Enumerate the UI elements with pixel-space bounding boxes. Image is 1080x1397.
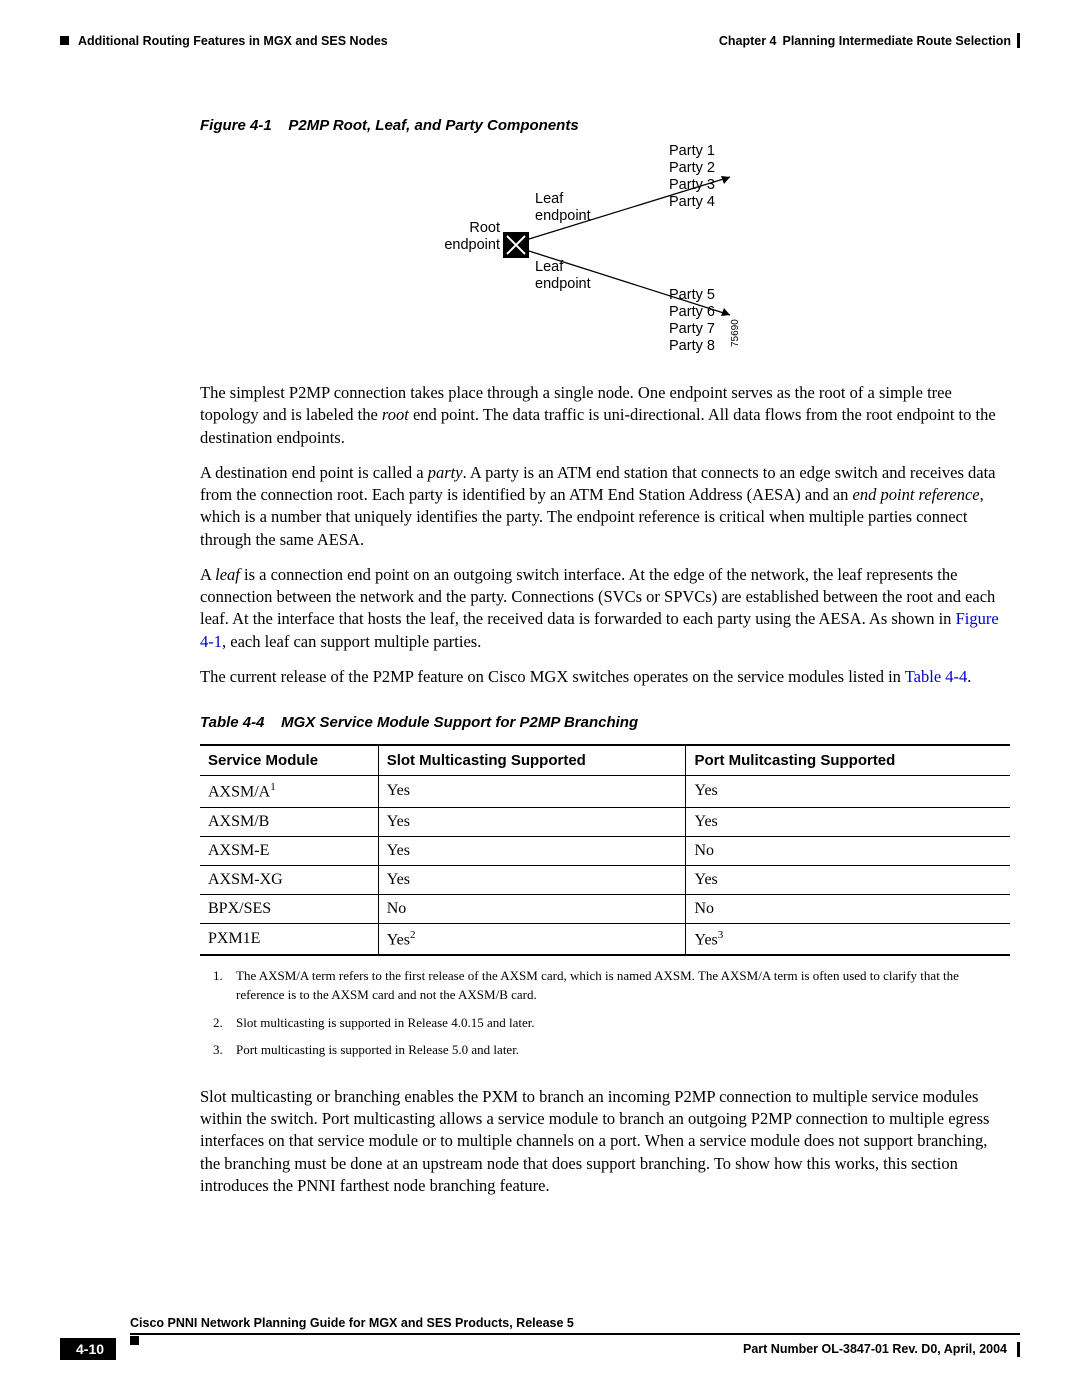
p2mp-diagram: Root endpoint Leaf endpoint Leaf endpoin… bbox=[385, 147, 825, 357]
header-marker-icon bbox=[60, 36, 69, 45]
module-name: PXM1E bbox=[200, 923, 378, 955]
footnote-3: 3. Port multicasting is supported in Rel… bbox=[213, 1040, 1010, 1060]
port-value: Yes bbox=[694, 931, 717, 948]
slot-value: Yes bbox=[378, 865, 686, 894]
footer-bar-icon bbox=[1017, 1342, 1020, 1357]
footnote-text: Slot multicasting is supported in Releas… bbox=[236, 1013, 535, 1033]
table-row: AXSM/A1 Yes Yes bbox=[200, 776, 1010, 807]
table-row: AXSM/B Yes Yes bbox=[200, 807, 1010, 836]
table-label: Table 4-4 bbox=[200, 714, 264, 731]
page-number: 4-10 bbox=[60, 1338, 116, 1360]
module-name: AXSM-XG bbox=[200, 865, 378, 894]
guide-title: Cisco PNNI Network Planning Guide for MG… bbox=[130, 1316, 1020, 1335]
paragraph-1: The simplest P2MP connection takes place… bbox=[200, 382, 1010, 449]
table-row: AXSM-E Yes No bbox=[200, 836, 1010, 865]
root-endpoint-label: Root endpoint bbox=[428, 220, 500, 254]
leaf-endpoint-bottom-label: Leaf endpoint bbox=[535, 259, 591, 293]
port-value: Yes bbox=[686, 807, 1010, 836]
footnote-ref: 3 bbox=[718, 929, 724, 941]
paragraph-5: Slot multicasting or branching enables t… bbox=[200, 1086, 1010, 1197]
module-name: AXSM/B bbox=[200, 807, 378, 836]
module-name: AXSM/A bbox=[208, 784, 270, 801]
chapter-title: Planning Intermediate Route Selection bbox=[782, 34, 1011, 48]
table-title: MGX Service Module Support for P2MP Bran… bbox=[281, 714, 638, 731]
figure-title: P2MP Root, Leaf, and Party Components bbox=[288, 117, 578, 134]
footnote-1: 1. The AXSM/A term refers to the first r… bbox=[213, 966, 1010, 1005]
table-link[interactable]: Table 4-4 bbox=[905, 667, 968, 686]
table-header-row: Service Module Slot Multicasting Support… bbox=[200, 745, 1010, 776]
slot-value: Yes bbox=[387, 931, 410, 948]
paragraph-3: A leaf is a connection end point on an o… bbox=[200, 564, 1010, 653]
parties-top-label: Party 1 Party 2 Party 3 Party 4 bbox=[669, 143, 715, 211]
part-number: Part Number OL-3847-01 Rev. D0, April, 2… bbox=[743, 1342, 1007, 1356]
port-value: Yes bbox=[686, 776, 1010, 807]
figure-id-label: 75690 bbox=[730, 319, 742, 347]
slot-value: Yes bbox=[378, 776, 686, 807]
table-row: BPX/SES No No bbox=[200, 894, 1010, 923]
figure-label: Figure 4-1 bbox=[200, 117, 272, 134]
figure-caption: Figure 4-1 P2MP Root, Leaf, and Party Co… bbox=[200, 117, 1010, 134]
leaf-endpoint-top-label: Leaf endpoint bbox=[535, 191, 591, 225]
slot-value: Yes bbox=[378, 836, 686, 865]
port-value: No bbox=[686, 836, 1010, 865]
footer-marker-icon bbox=[130, 1336, 139, 1345]
footnote-ref: 2 bbox=[410, 929, 416, 941]
table-caption: Table 4-4 MGX Service Module Support for… bbox=[200, 714, 1010, 731]
parties-bottom-label: Party 5 Party 6 Party 7 Party 8 bbox=[669, 287, 715, 355]
page-footer: Cisco PNNI Network Planning Guide for MG… bbox=[60, 1316, 1020, 1360]
table-footnotes: 1. The AXSM/A term refers to the first r… bbox=[213, 966, 1010, 1060]
footnote-2: 2. Slot multicasting is supported in Rel… bbox=[213, 1013, 1010, 1033]
service-module-table: Service Module Slot Multicasting Support… bbox=[200, 744, 1010, 956]
module-name: BPX/SES bbox=[200, 894, 378, 923]
paragraph-2: A destination end point is called a part… bbox=[200, 462, 1010, 551]
page-header: Additional Routing Features in MGX and S… bbox=[60, 33, 1020, 52]
table-row: PXM1E Yes2 Yes3 bbox=[200, 923, 1010, 955]
slot-value: No bbox=[378, 894, 686, 923]
paragraph-4: The current release of the P2MP feature … bbox=[200, 666, 1010, 688]
footnote-text: Port multicasting is supported in Releas… bbox=[236, 1040, 519, 1060]
section-title: Additional Routing Features in MGX and S… bbox=[78, 34, 388, 48]
table-header: Slot Multicasting Supported bbox=[378, 745, 686, 776]
module-name: AXSM-E bbox=[200, 836, 378, 865]
footnote-text: The AXSM/A term refers to the first rele… bbox=[236, 966, 1010, 1005]
header-bar-icon bbox=[1017, 33, 1020, 48]
port-value: No bbox=[686, 894, 1010, 923]
chapter-label: Chapter 4 bbox=[719, 34, 777, 48]
table-header: Port Mulitcasting Supported bbox=[686, 745, 1010, 776]
table-row: AXSM-XG Yes Yes bbox=[200, 865, 1010, 894]
slot-value: Yes bbox=[378, 807, 686, 836]
port-value: Yes bbox=[686, 865, 1010, 894]
table-header: Service Module bbox=[200, 745, 378, 776]
footnote-ref: 1 bbox=[270, 781, 276, 793]
